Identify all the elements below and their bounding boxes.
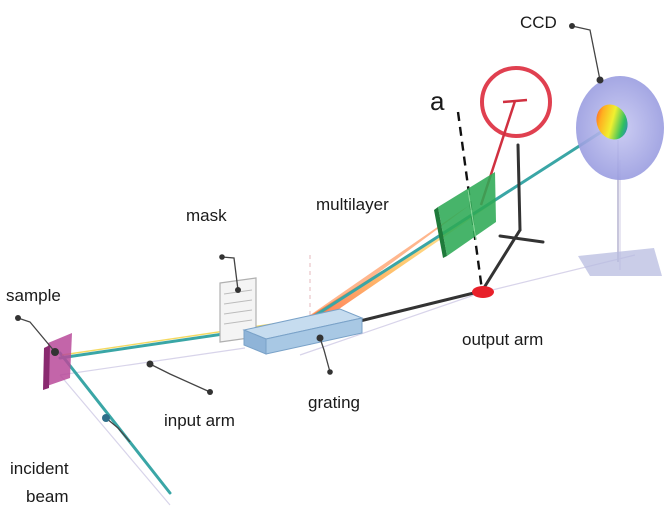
label-grating: grating xyxy=(308,393,360,412)
label-ccd: CCD xyxy=(520,13,557,32)
diffracted-fan-edge xyxy=(300,205,470,322)
output-arm-pivot xyxy=(472,286,494,298)
leader-dots xyxy=(15,23,604,422)
label-input-arm: input arm xyxy=(164,411,235,430)
ccd-detector xyxy=(576,76,664,180)
multilayer-mirror xyxy=(434,172,496,258)
label-mask: mask xyxy=(186,206,227,225)
sample xyxy=(43,333,72,390)
label-multilayer: multilayer xyxy=(316,195,389,214)
beam-highlight xyxy=(61,319,301,356)
label-a: a xyxy=(430,86,445,116)
rotation-wheel xyxy=(479,66,552,206)
label-output-arm: output arm xyxy=(462,330,543,349)
label-sample: sample xyxy=(6,286,61,305)
grating xyxy=(242,308,364,355)
leader-lines xyxy=(17,25,601,443)
label-incident: incident xyxy=(10,459,69,478)
label-beam: beam xyxy=(26,487,69,506)
output-arm xyxy=(358,143,545,323)
